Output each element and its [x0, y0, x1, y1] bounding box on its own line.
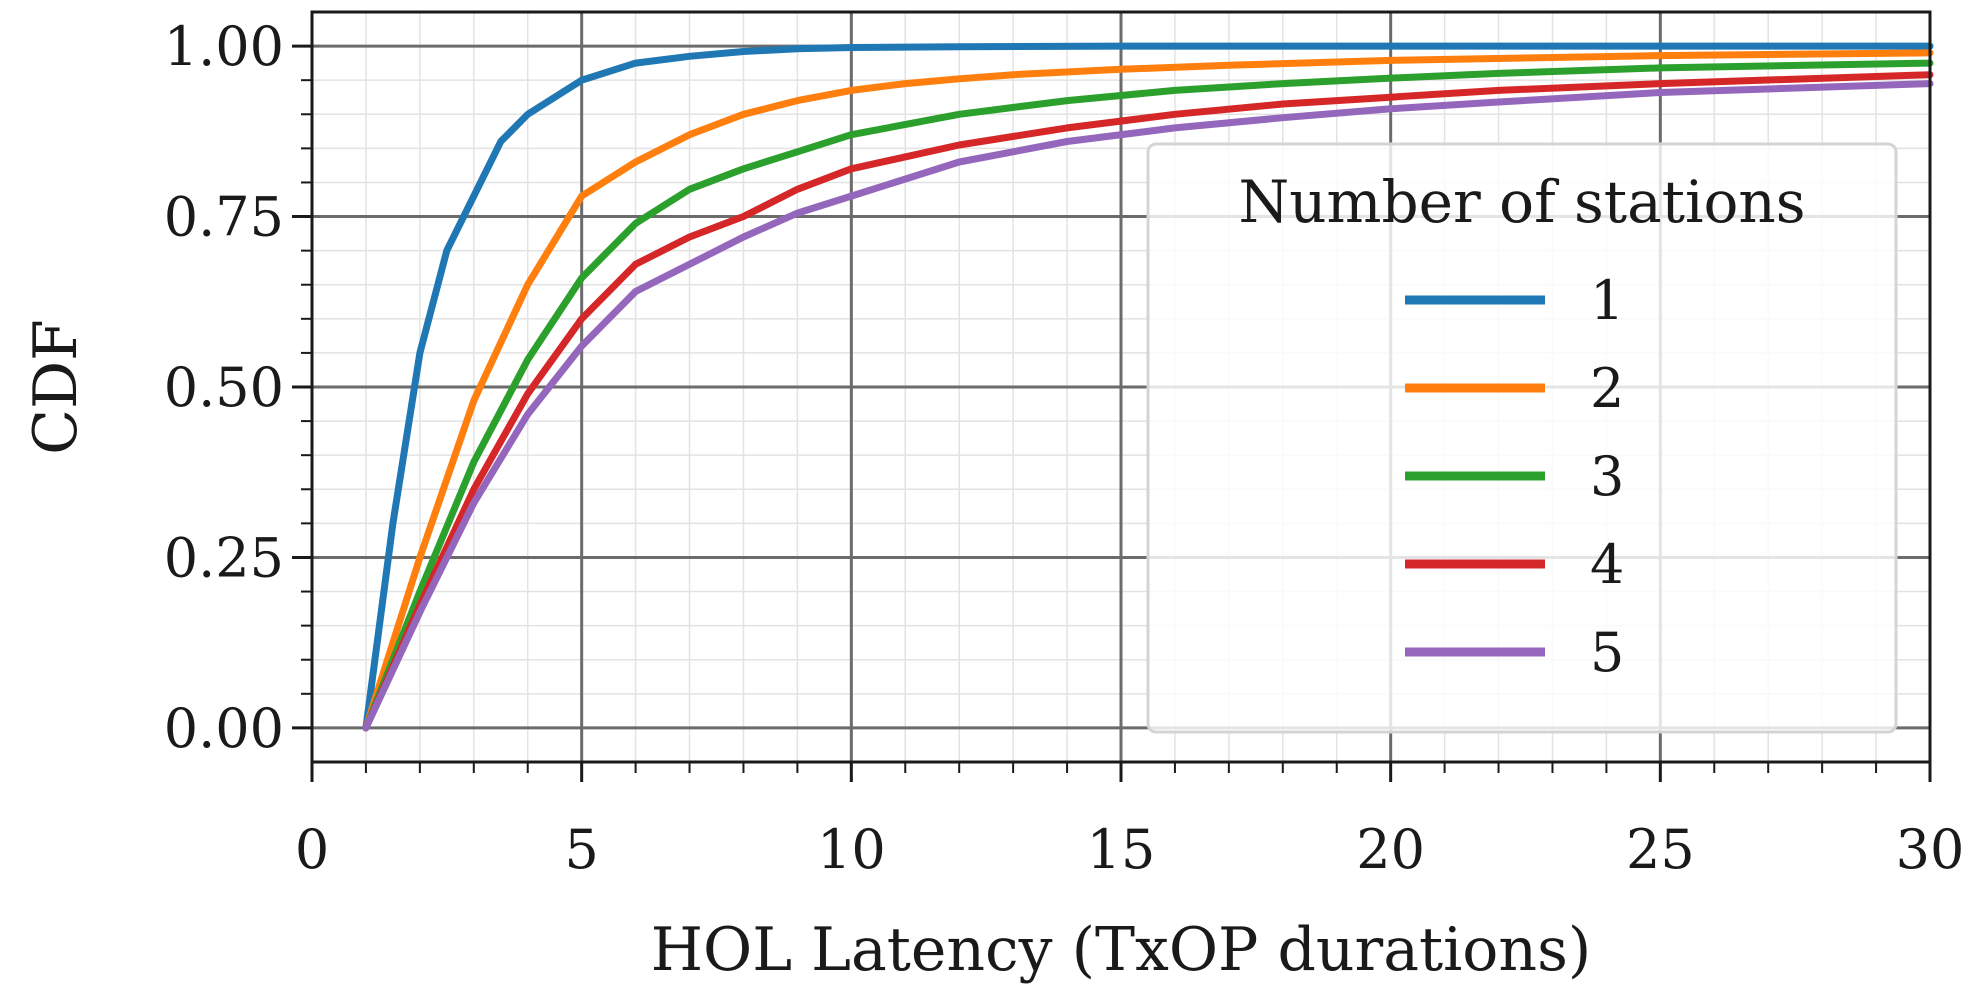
legend-label-5: 5	[1590, 621, 1624, 684]
y-tick-label: 0.25	[164, 526, 284, 589]
x-tick-label: 10	[817, 818, 886, 881]
x-tick-label: 5	[564, 818, 598, 881]
y-tick-label: 1.00	[164, 15, 284, 78]
legend-box	[1146, 142, 1898, 734]
y-tick-label: 0.50	[164, 356, 284, 419]
y-tick-label: 0.00	[164, 697, 284, 760]
series-line-3	[362, 59, 1934, 732]
tick-labels: 0 5 10 15 20 25 300.000.250.500.751.00	[164, 15, 1965, 881]
series-line-5	[362, 80, 1934, 732]
legend-label-4: 4	[1590, 533, 1624, 596]
legend: Number of stations 1 2 3 4 5	[1146, 142, 1898, 734]
x-tick-label: 30	[1896, 818, 1965, 881]
x-tick-label: 0	[295, 818, 329, 881]
y-axis-label: CDF	[21, 319, 91, 455]
series-line-2	[362, 49, 1934, 732]
series-lines	[362, 42, 1934, 732]
legend-label-2: 2	[1590, 357, 1624, 420]
axis-ticks	[292, 44, 1932, 782]
legend-label-1: 1	[1590, 269, 1624, 332]
x-tick-label: 20	[1356, 818, 1425, 881]
x-axis-label: HOL Latency (TxOP durations)	[651, 915, 1592, 985]
legend-entries: 1 2 3 4 5	[1405, 269, 1624, 684]
y-tick-label: 0.75	[164, 186, 284, 249]
legend-label-3: 3	[1590, 445, 1624, 508]
x-tick-label: 25	[1626, 818, 1695, 881]
series-line-1	[362, 42, 1934, 732]
x-tick-label: 15	[1087, 818, 1156, 881]
series-line-4	[362, 71, 1934, 732]
legend-title: Number of stations	[1238, 168, 1805, 236]
